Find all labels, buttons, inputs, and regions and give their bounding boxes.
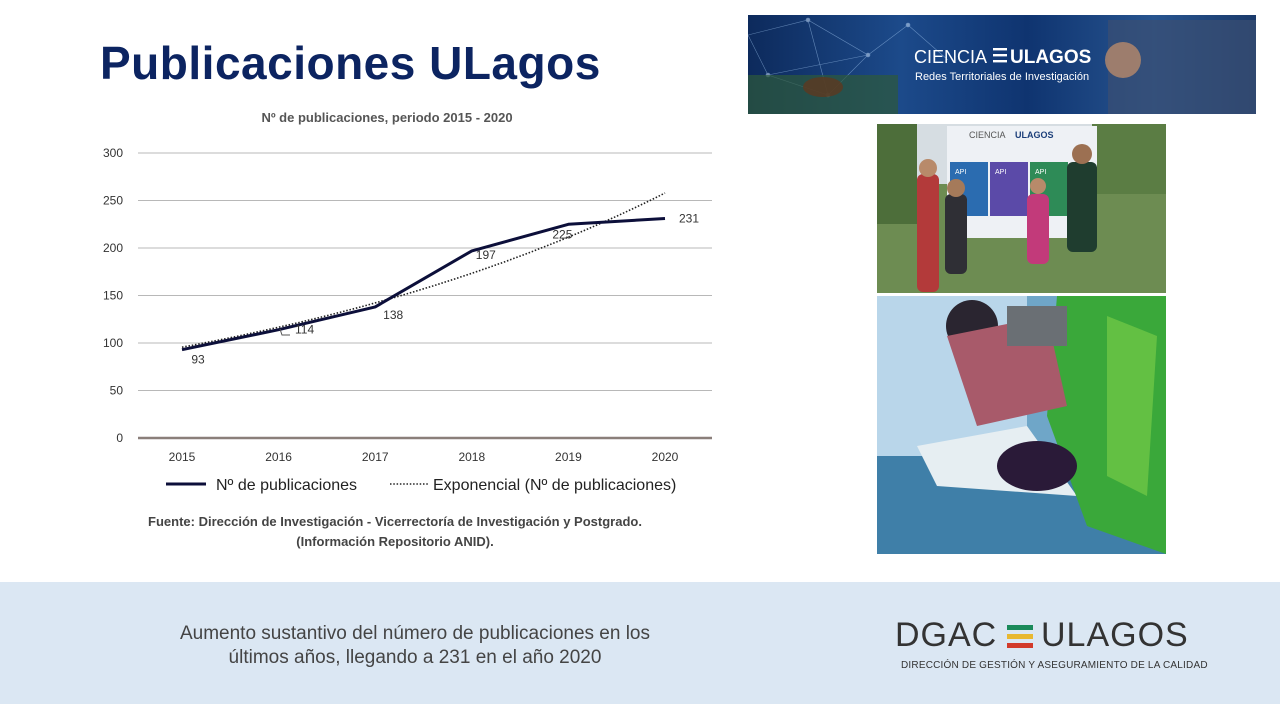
source-line-2: (Información Repositorio ANID). [296, 534, 494, 549]
footer-line-2: últimos años, llegando a 231 en el año 2… [228, 647, 602, 668]
x-tick-label: 2018 [458, 450, 485, 464]
photo-tree-planting: CIENCIA ULAGOS API API API [877, 124, 1166, 293]
logo-subtitle: DIRECCIÓN DE GESTIÓN Y ASEGURAMIENTO DE … [901, 660, 1208, 671]
logo-word-ulagos: ULAGOS [1041, 616, 1189, 654]
leader-line-114 [279, 328, 290, 336]
banner-art: CIENCIA ULAGOS Redes Territoriales de In… [748, 17, 1256, 114]
photo2-art [877, 296, 1166, 554]
trees-right [1092, 124, 1166, 194]
footer-band: Aumento sustantivo del número de publica… [0, 582, 1280, 704]
sign-brand-light: CIENCIA [969, 130, 1006, 140]
banner-photo-cow [803, 77, 843, 97]
footer-caption: Aumento sustantivo del número de publica… [150, 622, 680, 670]
x-tick-label: 2015 [169, 450, 196, 464]
sign-panel-label-2: API [995, 169, 1006, 176]
banner-subtitle: Redes Territoriales de Investigación [915, 71, 1089, 83]
publications-line-chart: Nº de publicaciones, periodo 2015 - 2020… [103, 110, 712, 494]
person-sleeve [1007, 306, 1067, 346]
data-label-2015: 93 [191, 353, 205, 367]
footer-line-1: Aumento sustantivo del número de publica… [179, 623, 650, 644]
data-label-2017: 138 [383, 308, 403, 322]
chart-title: Nº de publicaciones, periodo 2015 - 2020 [261, 110, 512, 125]
logo-word-dgac: DGAC [895, 616, 998, 654]
x-tick-label: 2016 [265, 450, 292, 464]
logo-stripes-icon [1007, 625, 1033, 648]
data-label-2020: 231 [679, 212, 699, 226]
y-tick-label: 200 [103, 241, 123, 255]
series-line-publicaciones [181, 217, 666, 352]
y-axis-ticks: 0 50 100 150 200 250 300 [103, 146, 123, 445]
ciencia-ulagos-banner: CIENCIA ULAGOS Redes Territoriales de In… [748, 15, 1256, 114]
x-axis-ticks: 2015 2016 2017 2018 2019 2020 [169, 450, 679, 464]
data-label-2019: 225 [552, 227, 572, 241]
legend-label-publicaciones: Nº de publicaciones [216, 477, 357, 494]
sign-panel-label-3: API [1035, 169, 1046, 176]
people-group [917, 144, 1097, 292]
y-tick-label: 150 [103, 289, 123, 303]
page-title: Publicaciones ULagos [100, 37, 601, 89]
source-line-1: Fuente: Dirección de Investigación - Vic… [148, 514, 642, 529]
sign-brand-bold: ULAGOS [1015, 130, 1054, 140]
y-tick-label: 300 [103, 146, 123, 160]
data-label-2018: 197 [476, 248, 496, 262]
chart-legend: Nº de publicaciones Exponencial (Nº de p… [166, 477, 676, 494]
y-tick-label: 50 [110, 384, 124, 398]
sign-panel-purple [990, 162, 1028, 216]
x-tick-label: 2019 [555, 450, 582, 464]
x-tick-label: 2020 [652, 450, 679, 464]
trendline-exponential [181, 192, 666, 348]
legend-label-exponencial: Exponencial (Nº de publicaciones) [433, 477, 676, 494]
banner-brand-light: CIENCIA [914, 47, 987, 67]
mussels [997, 441, 1077, 491]
dgac-ulagos-logo: DGAC ULAGOS DIRECCIÓN DE GESTIÓN Y ASEGU… [895, 616, 1208, 676]
chart-gridlines [138, 152, 712, 440]
seaweed-highlight [1107, 316, 1157, 496]
data-label-2016: 114 [295, 323, 314, 337]
photo1-art: CIENCIA ULAGOS API API API [877, 124, 1166, 293]
x-tick-label: 2017 [362, 450, 389, 464]
data-labels: 93 114 138 197 225 231 [191, 212, 699, 367]
banner-logo-mark [993, 48, 1007, 63]
photo-seaweed-harvest [877, 296, 1166, 554]
y-tick-label: 0 [116, 431, 123, 445]
banner-brand-bold: ULAGOS [1010, 47, 1091, 68]
y-tick-label: 250 [103, 194, 123, 208]
sign-panel-label-1: API [955, 169, 966, 176]
chart-source-note: Fuente: Dirección de Investigación - Vic… [100, 512, 690, 552]
trees-left [877, 124, 917, 224]
y-tick-label: 100 [103, 336, 123, 350]
banner-photo-face [1105, 42, 1141, 78]
